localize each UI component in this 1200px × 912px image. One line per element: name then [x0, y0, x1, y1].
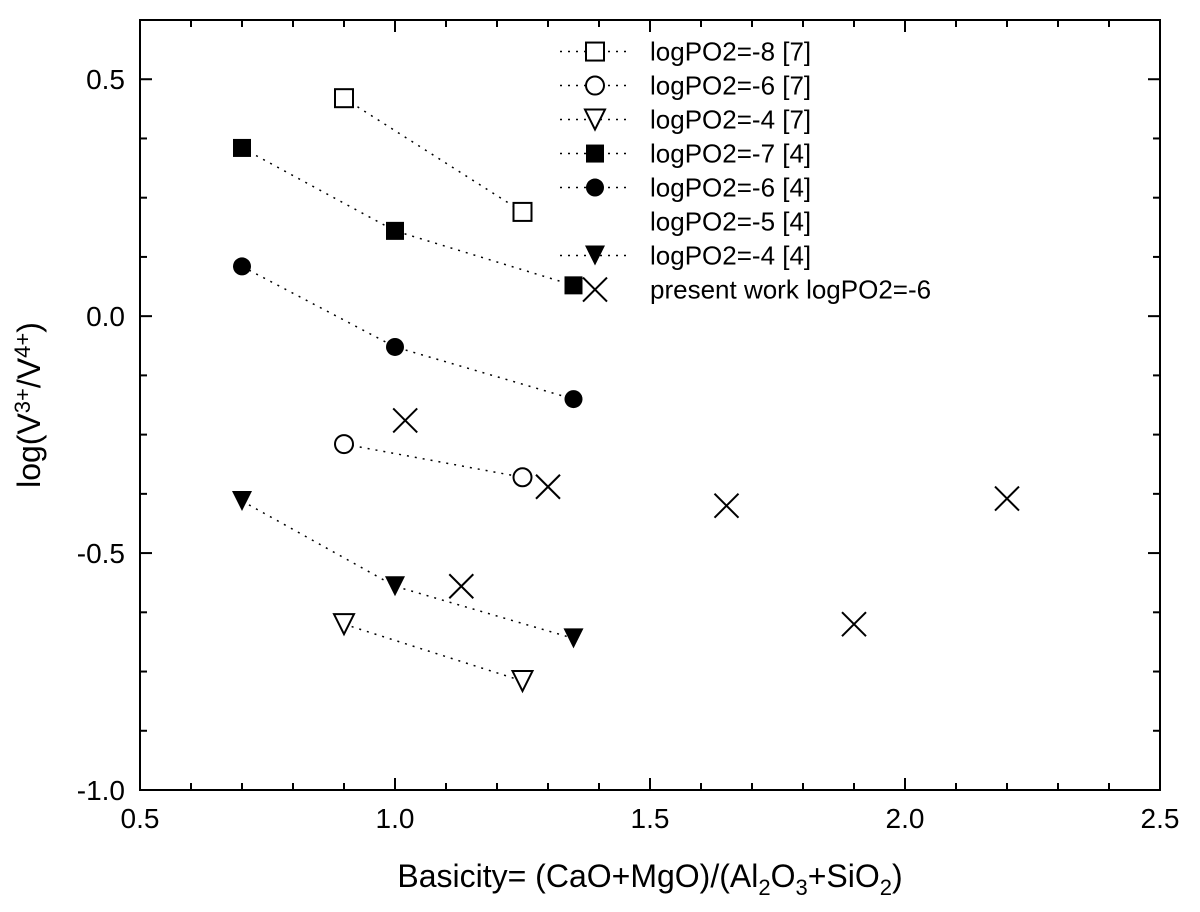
legend-label: logPO2=-6 [4]: [650, 173, 811, 203]
legend-row: logPO2=-7 [4]: [560, 139, 811, 169]
svg-text:-1.0: -1.0: [77, 775, 125, 806]
series-s1: [335, 89, 532, 221]
legend-label: logPO2=-6 [7]: [650, 71, 811, 101]
legend-row: logPO2=-8 [7]: [560, 37, 811, 67]
x-axis-label: Basicity= (CaO+MgO)/(Al2O3+SiO2): [397, 858, 902, 900]
legend-row: logPO2=-4 [7]: [560, 105, 811, 135]
legend-label: present work logPO2=-6: [650, 275, 931, 305]
svg-text:0.5: 0.5: [86, 64, 125, 95]
series-s7: [232, 491, 584, 648]
legend-row: present work logPO2=-6: [583, 275, 931, 305]
legend-label: logPO2=-4 [4]: [650, 241, 811, 271]
series-s2: [335, 435, 532, 486]
svg-text:2.5: 2.5: [1141, 803, 1180, 834]
svg-text:2.0: 2.0: [886, 803, 925, 834]
series-s5: [233, 257, 583, 408]
series-s8: [393, 408, 1019, 636]
svg-text:0.0: 0.0: [86, 301, 125, 332]
legend-row: logPO2=-4 [4]: [560, 241, 811, 271]
scatter-line-chart: 0.5 1.0 1.5 2.0 2.5 -1.0 -0.5 0.0 0.5 log(V3+/V4+…: [0, 0, 1200, 912]
svg-text:0.5: 0.5: [121, 803, 160, 834]
legend-row: logPO2=-6 [4]: [560, 173, 811, 203]
legend-row: logPO2=-6 [7]: [560, 71, 811, 101]
legend-label: logPO2=-5 [4]: [650, 207, 811, 237]
legend-label: logPO2=-4 [7]: [650, 105, 811, 135]
svg-text:1.5: 1.5: [631, 803, 670, 834]
y-axis-label: log(V3+/V4+): [10, 322, 47, 488]
legend-label: logPO2=-8 [7]: [650, 37, 811, 67]
svg-text:1.0: 1.0: [376, 803, 415, 834]
chart-container: 0.5 1.0 1.5 2.0 2.5 -1.0 -0.5 0.0 0.5 log(V3+/V4+…: [0, 0, 1200, 912]
svg-text:-0.5: -0.5: [77, 538, 125, 569]
series-s3: [334, 614, 533, 691]
legend-row: logPO2=-5 [4]: [650, 207, 811, 237]
legend-label: logPO2=-7 [4]: [650, 139, 811, 169]
